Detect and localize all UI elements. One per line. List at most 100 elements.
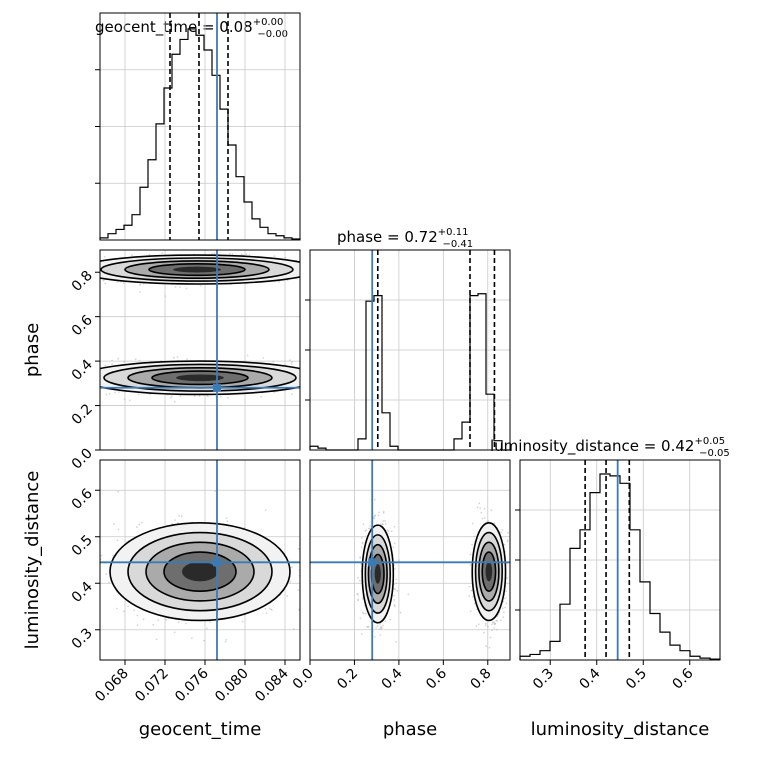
scatter-point [376, 625, 379, 627]
scatter-point [97, 261, 99, 263]
scatter-point [105, 573, 108, 576]
scatter-point [122, 282, 125, 285]
scatter-point [378, 511, 380, 514]
scatter-point [316, 369, 318, 371]
scatter-point [315, 368, 317, 370]
scatter-point [35, 267, 37, 269]
scatter-point [363, 380, 365, 382]
scatter-point [66, 378, 68, 380]
scatter-point [174, 519, 176, 521]
tick-label-x-geocent-time: 0.068 [92, 666, 132, 706]
scatter-point [108, 581, 110, 584]
scatter-point [165, 618, 168, 621]
panel-hist-phase [305, 249, 511, 451]
scatter-point [214, 490, 217, 492]
scatter-point [367, 527, 370, 530]
scatter-point [81, 259, 83, 261]
scatter-point [56, 365, 58, 367]
scatter-point [134, 358, 137, 361]
scatter-point [43, 390, 45, 392]
scatter-point [304, 374, 306, 376]
tick-label-y-luminosity-distance: 0.3 [69, 625, 96, 652]
scatter-point [360, 537, 363, 539]
scatter-point [496, 628, 498, 631]
contour-level [485, 561, 493, 582]
scatter-point [306, 584, 308, 586]
scatter-point [477, 623, 480, 626]
scatter-point [393, 568, 396, 570]
truth-marker [368, 558, 377, 567]
contour-level [176, 374, 224, 382]
scatter-point [360, 546, 363, 548]
scatter-point [493, 627, 496, 629]
scatter-point [300, 275, 302, 277]
scatter-point [152, 623, 155, 626]
truth-marker [213, 383, 221, 392]
scatter-point [302, 584, 304, 586]
scatter-point [469, 564, 472, 566]
tick-label-y-phase: 0.2 [69, 401, 96, 428]
scatter-point [483, 508, 486, 510]
scatter-point [98, 382, 100, 384]
scatter-point [485, 645, 488, 648]
scatter-point [164, 295, 167, 298]
scatter-point [248, 254, 251, 256]
scatter-point [36, 267, 38, 269]
scatter-point [302, 572, 304, 574]
scatter-point [291, 361, 294, 363]
scatter-point [225, 638, 228, 641]
scatter-point [359, 556, 361, 558]
scatter-point [495, 619, 498, 622]
scatter-point [178, 515, 181, 517]
scatter-point [380, 627, 383, 630]
scatter-point [291, 393, 293, 396]
scatter-point [369, 525, 372, 527]
scatter-point [320, 271, 322, 273]
scatter-point [504, 606, 506, 609]
scatter-point [179, 286, 181, 288]
xlabel-phase: phase [383, 719, 437, 740]
tick-label-x-phase: 0.6 [423, 665, 450, 692]
scatter-point [114, 391, 116, 394]
scatter-point [344, 368, 346, 370]
scatter-point [289, 359, 291, 362]
scatter-point [304, 372, 306, 374]
scatter-point [225, 517, 228, 519]
scatter-point [503, 611, 505, 613]
scatter-point [203, 639, 205, 642]
scatter-point [303, 273, 305, 275]
scatter-point [117, 357, 119, 360]
scatter-point [366, 626, 368, 628]
scatter-point [373, 515, 375, 518]
scatter-point [185, 287, 188, 290]
scatter-point [231, 253, 234, 255]
scatter-point [394, 605, 396, 608]
scatter-point [278, 280, 280, 283]
scatter-point [155, 638, 158, 641]
scatter-point [488, 646, 491, 649]
scatter-point [392, 546, 395, 548]
tick-label-y-phase: 0.8 [69, 268, 96, 295]
ylabel-phase: phase [22, 323, 43, 377]
scatter-point [301, 551, 303, 553]
contour-level [182, 561, 218, 582]
scatter-point [380, 523, 382, 525]
tick-label-y-phase: 0.6 [69, 312, 96, 339]
scatter-point [102, 279, 105, 282]
scatter-point [484, 622, 487, 625]
scatter-point [108, 393, 111, 395]
scatter-point [507, 531, 509, 534]
scatter-point [303, 554, 305, 556]
scatter-point [133, 609, 136, 612]
scatter-point [373, 636, 376, 638]
scatter-point [359, 617, 362, 620]
scatter-point [393, 525, 396, 528]
scatter-point [379, 634, 382, 636]
scatter-point [493, 522, 496, 524]
scatter-point [382, 510, 385, 513]
scatter-point [297, 548, 300, 550]
scatter-point [198, 395, 201, 397]
scatter-point [111, 363, 114, 365]
scatter-point [375, 627, 377, 629]
tick-label-x-luminosity-distance: 0.4 [577, 665, 604, 692]
